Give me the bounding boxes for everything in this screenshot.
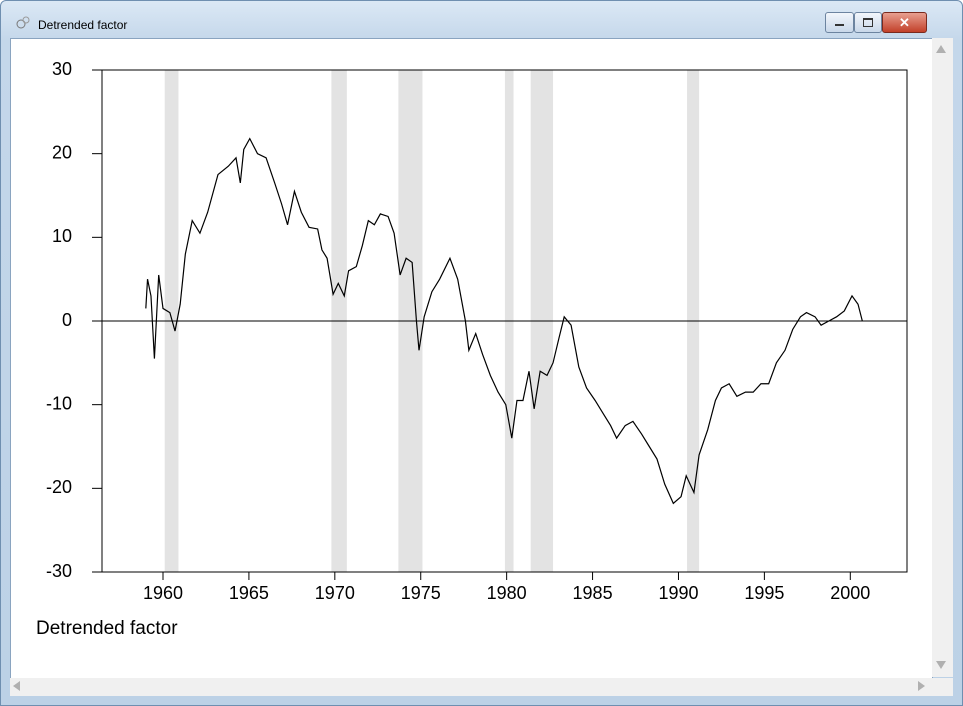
title-bar: Detrended factor ✕	[1, 1, 962, 39]
caption: Detrended factor	[36, 618, 178, 639]
scroll-down-arrow[interactable]	[936, 661, 946, 669]
x-tick-label: 1990	[658, 583, 698, 603]
y-tick-label: -20	[46, 477, 72, 497]
y-tick-label: -30	[46, 561, 72, 581]
window-title: Detrended factor	[38, 18, 128, 32]
x-tick-label: 1975	[401, 583, 441, 603]
y-tick-label: 30	[52, 59, 72, 79]
scroll-left-arrow[interactable]	[13, 681, 20, 691]
y-tick-label: 0	[62, 310, 72, 330]
y-tick-label: -10	[46, 393, 72, 413]
y-tick-label: 20	[52, 142, 72, 162]
x-tick-label: 2000	[830, 583, 870, 603]
x-tick-label: 1995	[744, 583, 784, 603]
scroll-right-arrow[interactable]	[918, 681, 925, 691]
horizontal-scrollbar[interactable]	[10, 678, 953, 696]
window-icon	[16, 16, 30, 29]
vertical-scrollbar[interactable]	[932, 38, 953, 677]
close-button[interactable]: ✕	[882, 12, 927, 33]
x-tick-label: 1970	[315, 583, 355, 603]
x-tick-label: 1960	[143, 583, 183, 603]
y-tick-label: 10	[52, 226, 72, 246]
maximize-button[interactable]	[854, 12, 882, 33]
minimize-button[interactable]	[825, 12, 854, 33]
scroll-up-arrow[interactable]	[936, 45, 946, 53]
x-tick-label: 1985	[573, 583, 613, 603]
x-tick-label: 1965	[229, 583, 269, 603]
x-tick-label: 1980	[487, 583, 527, 603]
data-line	[145, 137, 863, 505]
